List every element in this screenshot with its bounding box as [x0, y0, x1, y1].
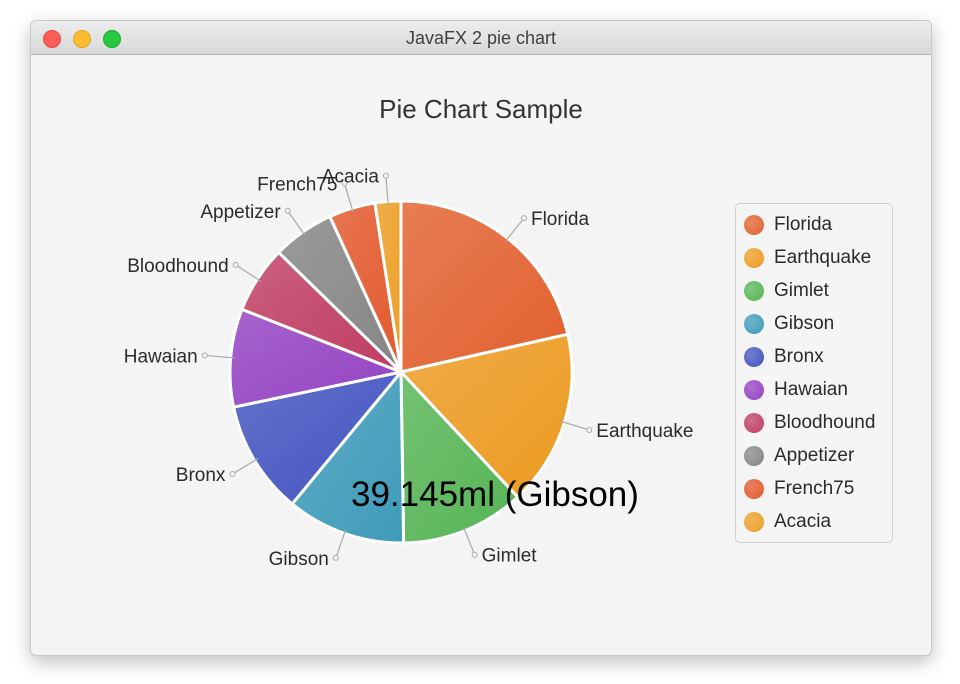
label-anchor-earthquake [586, 426, 593, 433]
legend-label: Earthquake [774, 247, 872, 268]
close-window-button[interactable] [43, 30, 61, 48]
label-line-appetizer [287, 210, 306, 236]
maximize-window-button[interactable] [103, 30, 121, 48]
legend-label: Hawaian [774, 379, 848, 400]
legend-item-bronx: Bronx [744, 342, 824, 372]
legend-item-gibson: Gibson [744, 309, 834, 339]
slice-label-appetizer: Appetizer [200, 202, 281, 223]
legend-swatch [744, 413, 764, 433]
chart-legend: Florida Earthquake Gimlet Gibson Bronx Hawaia… [735, 203, 893, 543]
label-anchor-french75 [341, 180, 348, 187]
legend-item-acacia: Acacia [744, 507, 831, 537]
legend-item-earthquake: Earthquake [744, 243, 871, 273]
legend-swatch [744, 281, 764, 301]
legend-label: Appetizer [774, 445, 855, 466]
legend-swatch [744, 479, 764, 499]
label-anchor-bronx [229, 470, 236, 477]
slice-label-gimlet: Gimlet [482, 546, 538, 567]
label-line-bronx [232, 457, 259, 475]
legend-swatch [744, 446, 764, 466]
legend-label: Gimlet [774, 280, 829, 301]
legend-swatch [744, 248, 764, 268]
label-line-florida [504, 217, 525, 242]
chart-title: Pie Chart Sample [379, 94, 583, 124]
label-anchor-bloodhound [232, 261, 239, 268]
slice-tooltip: 39.145ml (Gibson) [351, 475, 639, 514]
legend-label: Bloodhound [774, 412, 876, 433]
label-anchor-florida [520, 215, 527, 222]
legend-item-bloodhound: Bloodhound [744, 408, 875, 438]
slice-label-bronx: Bronx [176, 465, 226, 486]
slice-label-earthquake: Earthquake [596, 421, 693, 442]
slice-label-gibson: Gibson [269, 549, 329, 570]
legend-label: Gibson [774, 313, 835, 334]
title-bar: JavaFX 2 pie chart [31, 21, 931, 55]
slice-label-acacia: Acacia [322, 167, 379, 188]
legend-label: French75 [774, 478, 855, 499]
app-window: JavaFX 2 pie chart Pie Chart Sample Flor… [30, 20, 932, 656]
label-line-gibson [335, 529, 347, 559]
label-line-gimlet [462, 526, 476, 555]
slice-label-florida: Florida [531, 209, 590, 230]
legend-swatch [744, 380, 764, 400]
label-anchor-acacia [382, 172, 389, 179]
label-anchor-appetizer [284, 207, 291, 214]
label-anchor-gibson [332, 554, 339, 561]
slice-label-bloodhound: Bloodhound [127, 256, 228, 277]
label-line-hawaian [204, 354, 235, 359]
legend-item-appetizer: Appetizer [744, 441, 854, 471]
window-title: JavaFX 2 pie chart [405, 28, 557, 48]
pie-chart: Florida Earthquake Gimlet Gibson Bronx Hawaia… [124, 167, 694, 570]
legend-item-florida: Florida [744, 210, 832, 240]
legend-swatch [744, 512, 764, 532]
legend-item-french75: French75 [744, 474, 854, 504]
label-line-earthquake [560, 420, 590, 431]
legend-item-gimlet: Gimlet [744, 276, 829, 306]
label-line-bloodhound [235, 264, 262, 282]
legend-item-hawaian: Hawaian [744, 375, 848, 405]
label-line-acacia [385, 175, 389, 206]
legend-label: Florida [774, 214, 833, 235]
label-line-french75 [343, 183, 354, 213]
legend-swatch [744, 347, 764, 367]
label-anchor-gimlet [471, 551, 478, 558]
legend-label: Acacia [774, 511, 832, 532]
legend-label: Bronx [774, 346, 824, 367]
label-anchor-hawaian [201, 352, 208, 359]
slice-label-hawaian: Hawaian [124, 346, 198, 367]
legend-swatch [744, 314, 764, 334]
legend-swatch [744, 215, 764, 235]
minimize-window-button[interactable] [73, 30, 91, 48]
slice-label-french75: French75 [257, 174, 337, 195]
